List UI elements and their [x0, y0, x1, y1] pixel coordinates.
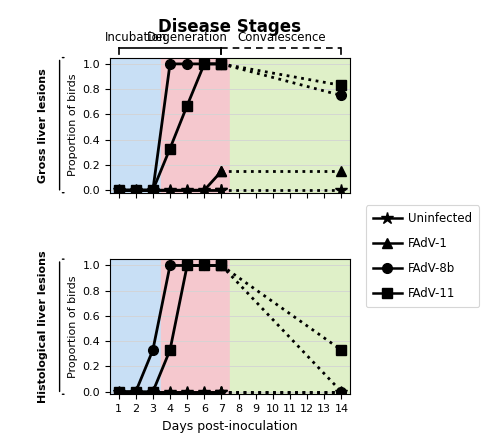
Text: Disease Stages: Disease Stages — [158, 18, 302, 36]
Bar — [230, 58, 350, 193]
Text: Convalescence: Convalescence — [237, 31, 326, 44]
Text: Degeneration: Degeneration — [146, 31, 228, 44]
Y-axis label: Proportion of birds: Proportion of birds — [68, 276, 78, 378]
Text: Gross liver lesions: Gross liver lesions — [38, 68, 48, 183]
Bar — [162, 58, 230, 193]
Bar — [110, 259, 162, 394]
Bar — [162, 259, 230, 394]
Bar — [110, 58, 162, 193]
Bar — [230, 259, 350, 394]
X-axis label: Days post-inoculation: Days post-inoculation — [162, 420, 298, 432]
Legend: Uninfected, FAdV-1, FAdV-8b, FAdV-11: Uninfected, FAdV-1, FAdV-8b, FAdV-11 — [366, 206, 479, 307]
Y-axis label: Proportion of birds: Proportion of birds — [68, 74, 78, 176]
Text: Histological liver lesions: Histological liver lesions — [38, 250, 48, 403]
Text: Incubation: Incubation — [104, 31, 167, 44]
